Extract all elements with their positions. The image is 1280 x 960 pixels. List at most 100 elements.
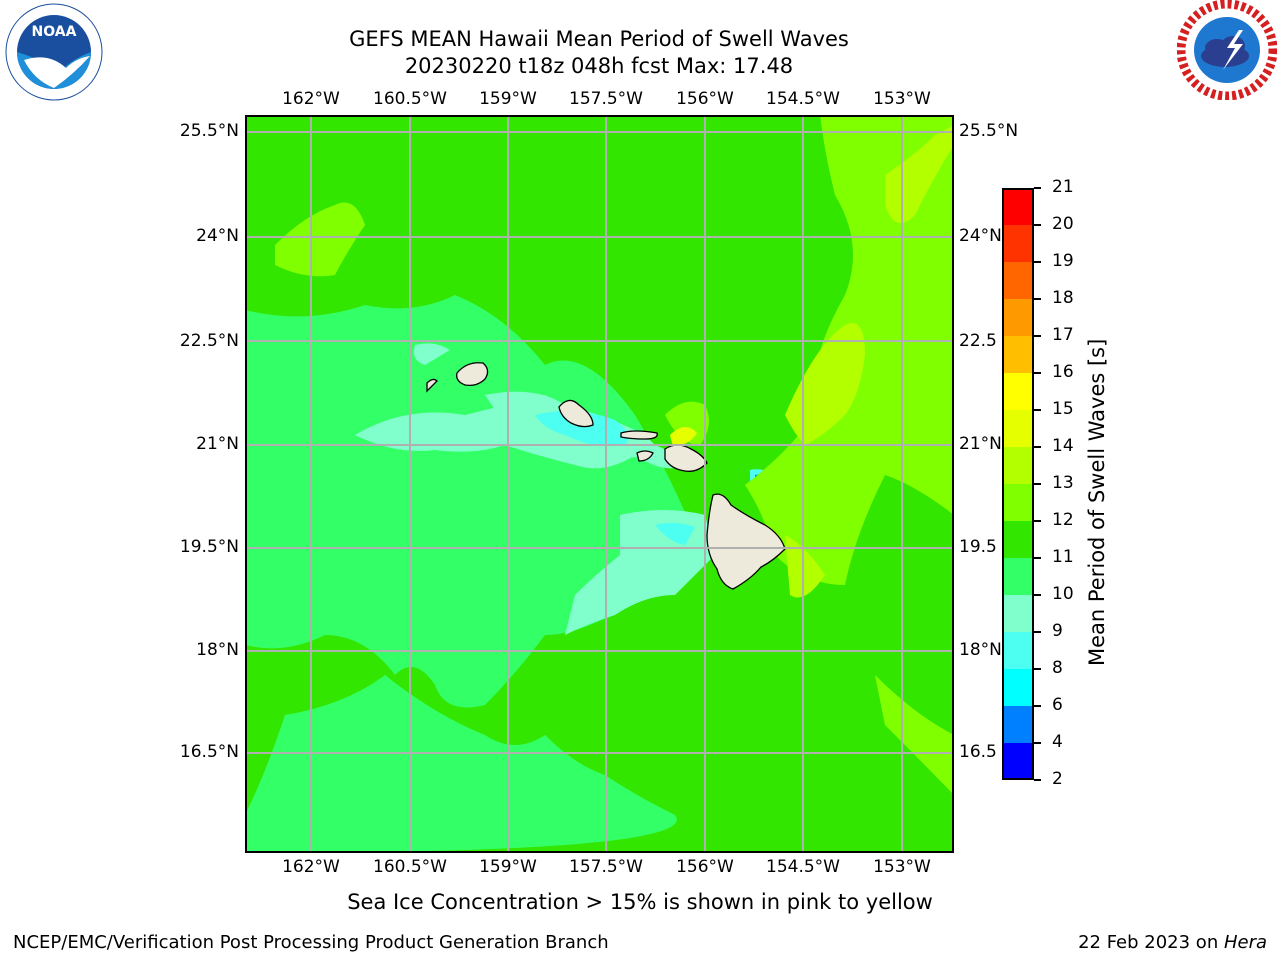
colorbar-tick-label: 8 [1052, 658, 1063, 678]
colorbar-segment [1002, 373, 1034, 411]
lat-label-left: 24°N [196, 226, 239, 246]
colorbar-segment [1002, 299, 1034, 337]
swell-contour-14-15s [670, 426, 697, 447]
colorbar-tick-label: 10 [1052, 584, 1074, 604]
lon-label-bottom: 160.5°W [373, 857, 447, 877]
colorbar-tick-mark [1034, 224, 1041, 226]
island-molokai [620, 430, 658, 440]
colorbar-tick-mark [1034, 261, 1041, 263]
colorbar-tick-mark [1034, 372, 1041, 374]
colorbar-tick-label: 16 [1052, 362, 1074, 382]
colorbar-tick-mark [1034, 779, 1041, 781]
colorbar-tick-mark [1034, 557, 1041, 559]
lat-label-right: 19.5 [959, 537, 997, 557]
lat-label-left: 16.5°N [179, 742, 239, 762]
colorbar-segment [1002, 521, 1034, 559]
sea-ice-caption: Sea Ice Concentration > 15% is shown in … [347, 890, 933, 914]
noaa-logo-text: NOAA [32, 24, 77, 40]
lat-label-left: 18°N [196, 640, 239, 660]
colorbar-segment [1002, 225, 1034, 263]
map-panel [245, 115, 954, 853]
colorbar-segment [1002, 669, 1034, 707]
colorbar-tick-mark [1034, 742, 1041, 744]
lon-label-top: 159°W [479, 89, 537, 109]
colorbar-frame [1002, 188, 1034, 780]
lat-label-left: 25.5°N [179, 121, 239, 141]
hawaiian-islands [426, 362, 786, 590]
lat-label-left: 19.5°N [179, 537, 239, 557]
colorbar-tick-label: 21 [1052, 177, 1074, 197]
colorbar-tick-label: 17 [1052, 325, 1074, 345]
colorbar-tick-mark [1034, 631, 1041, 633]
colorbar-tick-mark [1034, 594, 1041, 596]
lat-label-right: 18°N [959, 640, 1002, 660]
lon-label-bottom: 154.5°W [766, 857, 840, 877]
footer-date: 22 Feb 2023 on Hera [1078, 932, 1267, 953]
island-niihau [426, 378, 438, 393]
lon-label-bottom: 156°W [676, 857, 734, 877]
nws-logo [1176, 0, 1278, 101]
colorbar-tick-mark [1034, 520, 1041, 522]
colorbar-tick-label: 19 [1052, 251, 1074, 271]
colorbar-tick-mark [1034, 446, 1041, 448]
colorbar-segment [1002, 188, 1034, 226]
colorbar-tick-label: 6 [1052, 695, 1063, 715]
colorbar-tick-mark [1034, 187, 1041, 189]
colorbar-tick-label: 11 [1052, 547, 1074, 567]
lon-label-bottom: 157.5°W [569, 857, 643, 877]
lon-label-bottom: 162°W [282, 857, 340, 877]
colorbar-tick-mark [1034, 298, 1041, 300]
lon-label-top: 154.5°W [766, 89, 840, 109]
colorbar-segment [1002, 262, 1034, 300]
island-oahu [558, 399, 594, 428]
colorbar-tick-mark [1034, 483, 1041, 485]
colorbar-title: Mean Period of Swell Waves [s] [1085, 338, 1109, 666]
colorbar-segment [1002, 558, 1034, 596]
lon-label-top: 153°W [873, 89, 931, 109]
lat-label-right: 22.5 [959, 331, 997, 351]
footer-credit: NCEP/EMC/Verification Post Processing Pr… [13, 932, 609, 953]
colorbar-segment [1002, 632, 1034, 670]
lat-label-right: 24°N [959, 226, 1002, 246]
lon-label-top: 156°W [676, 89, 734, 109]
island-kauai [456, 362, 489, 387]
graticule [245, 115, 954, 853]
colorbar-tick-label: 2 [1052, 769, 1063, 789]
map-frame [245, 115, 954, 853]
colorbar-tick-label: 13 [1052, 473, 1074, 493]
colorbar [1002, 188, 1034, 780]
island-hawaii [706, 493, 786, 590]
colorbar-tick-label: 9 [1052, 621, 1063, 641]
colorbar-segment [1002, 336, 1034, 374]
lat-label-left: 21°N [196, 434, 239, 454]
lon-label-bottom: 159°W [479, 857, 537, 877]
colorbar-segment [1002, 706, 1034, 744]
lat-label-right: 25.5°N [959, 121, 1019, 141]
colorbar-segment [1002, 484, 1034, 522]
lon-label-bottom: 153°W [873, 857, 931, 877]
footer-host: Hera [1223, 932, 1267, 953]
colorbar-segment [1002, 447, 1034, 485]
title-line-1: GEFS MEAN Hawaii Mean Period of Swell Wa… [349, 27, 849, 51]
colorbar-tick-mark [1034, 409, 1041, 411]
lon-label-top: 157.5°W [569, 89, 643, 109]
colorbar-tick-label: 14 [1052, 436, 1074, 456]
lat-label-right: 21°N [959, 434, 1002, 454]
island-lanai [636, 450, 654, 462]
noaa-logo: NOAA [4, 2, 104, 102]
lat-label-left: 22.5°N [179, 331, 239, 351]
colorbar-tick-label: 15 [1052, 399, 1074, 419]
colorbar-tick-mark [1034, 705, 1041, 707]
colorbar-segment [1002, 595, 1034, 633]
colorbar-tick-label: 18 [1052, 288, 1074, 308]
footer-date-text: 22 Feb 2023 on [1078, 932, 1224, 953]
colorbar-tick-label: 12 [1052, 510, 1074, 530]
colorbar-tick-mark [1034, 335, 1041, 337]
colorbar-segment [1002, 743, 1034, 780]
title-line-2: 20230220 t18z 048h fcst Max: 17.48 [404, 54, 794, 78]
lon-label-top: 162°W [282, 89, 340, 109]
colorbar-tick-label: 20 [1052, 214, 1074, 234]
colorbar-tick-mark [1034, 668, 1041, 670]
lat-label-right: 16.5 [959, 742, 997, 762]
lon-label-top: 160.5°W [373, 89, 447, 109]
